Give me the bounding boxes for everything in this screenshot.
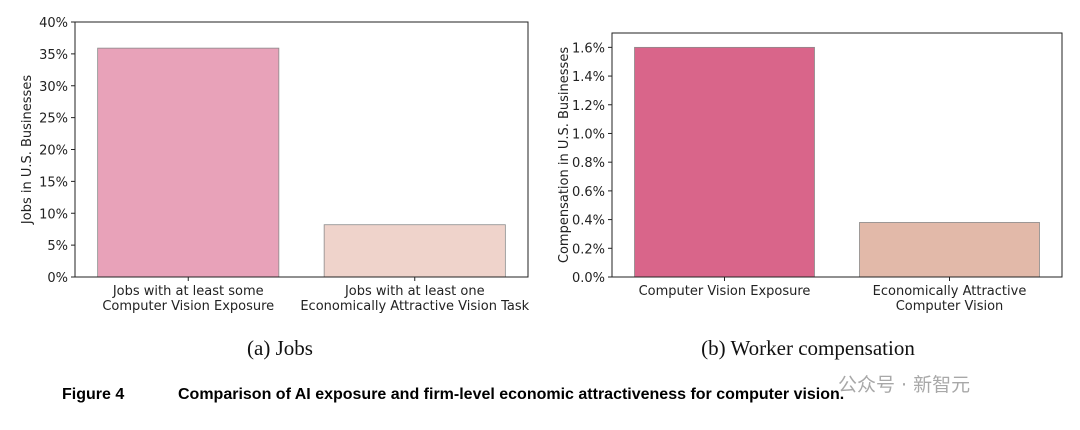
figure-label: Figure 4 [62, 386, 124, 403]
axes-frame [74, 21, 529, 278]
y-tick-label: 15% [39, 175, 68, 190]
bar [323, 224, 506, 278]
y-tick-label: 40% [39, 16, 68, 31]
y-tick-label: 25% [39, 112, 68, 127]
figure-caption: Comparison of AI exposure and firm-level… [178, 386, 844, 403]
y-tick-label: 10% [39, 207, 68, 222]
y-tick-label: 20% [39, 144, 68, 159]
y-tick-label: 0% [47, 271, 68, 286]
bar [634, 46, 815, 278]
axes-frame [611, 32, 1063, 278]
bar [97, 47, 280, 278]
x-tick-label: Jobs with at least one Economically Attra… [300, 284, 529, 314]
subplot-caption: (a) Jobs [247, 336, 313, 360]
y-tick-label: 0.6% [572, 185, 605, 200]
y-tick-label: 1.4% [572, 70, 605, 85]
x-tick-label: Computer Vision Exposure [639, 284, 811, 299]
bar [859, 222, 1040, 278]
x-tick-label: Economically Attractive Computer Vision [873, 284, 1027, 314]
y-tick-label: 0.4% [572, 214, 605, 229]
subplot-caption: (b) Worker compensation [701, 336, 915, 360]
y-tick-label: 35% [39, 48, 68, 63]
y-tick-label: 0.2% [572, 242, 605, 257]
y-tick-label: 5% [47, 239, 68, 254]
y-axis-label: Compensation in U.S. Businesses [557, 47, 572, 263]
y-tick-label: 1.6% [572, 41, 605, 56]
y-tick-label: 0.0% [572, 271, 605, 286]
watermark: 公众号 · 新智元 [838, 374, 970, 396]
y-tick-label: 1.2% [572, 99, 605, 114]
y-tick-label: 1.0% [572, 127, 605, 142]
y-axis-label: Jobs in U.S. Businesses [20, 75, 35, 225]
y-tick-label: 30% [39, 80, 68, 95]
y-tick-label: 0.8% [572, 156, 605, 171]
x-tick-label: Jobs with at least some Computer Vision E… [102, 284, 274, 314]
